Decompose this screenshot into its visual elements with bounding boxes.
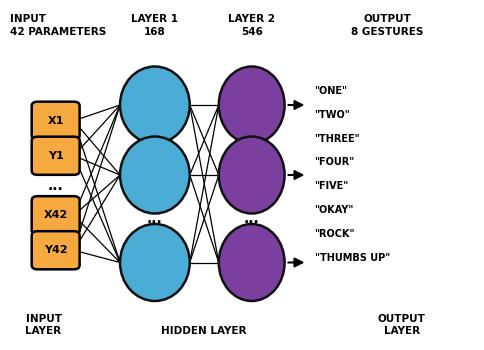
Text: "TWO": "TWO" (315, 110, 350, 120)
Text: ...: ... (48, 178, 63, 192)
Text: "OKAY": "OKAY" (315, 205, 354, 215)
Text: INPUT
42 PARAMETERS: INPUT 42 PARAMETERS (10, 14, 106, 37)
Text: ...: ... (244, 212, 259, 226)
Text: INPUT
LAYER: INPUT LAYER (26, 314, 61, 336)
Text: Y42: Y42 (44, 245, 67, 255)
Text: "FIVE": "FIVE" (315, 181, 349, 191)
Text: ...: ... (147, 212, 163, 226)
Text: HIDDEN LAYER: HIDDEN LAYER (161, 326, 246, 336)
FancyBboxPatch shape (32, 231, 80, 270)
Text: OUTPUT
LAYER: OUTPUT LAYER (378, 314, 425, 336)
Ellipse shape (120, 224, 190, 301)
Text: Y1: Y1 (48, 151, 63, 161)
FancyBboxPatch shape (32, 136, 80, 175)
Text: "THREE": "THREE" (315, 134, 360, 143)
Ellipse shape (219, 66, 285, 144)
FancyBboxPatch shape (32, 102, 80, 140)
Text: LAYER 1
168: LAYER 1 168 (131, 14, 179, 37)
Text: "ROCK": "ROCK" (315, 229, 355, 239)
Ellipse shape (219, 224, 285, 301)
Text: LAYER 2
546: LAYER 2 546 (228, 14, 275, 37)
Ellipse shape (120, 136, 190, 214)
FancyBboxPatch shape (32, 196, 80, 235)
Text: X42: X42 (44, 210, 68, 220)
Text: "ONE": "ONE" (315, 86, 348, 96)
Text: OUTPUT
8 GESTURES: OUTPUT 8 GESTURES (351, 14, 424, 37)
Text: X1: X1 (47, 116, 64, 126)
Text: "FOUR": "FOUR" (315, 158, 355, 167)
Ellipse shape (120, 66, 190, 144)
Ellipse shape (219, 136, 285, 214)
Text: "THUMBS UP": "THUMBS UP" (315, 253, 390, 262)
